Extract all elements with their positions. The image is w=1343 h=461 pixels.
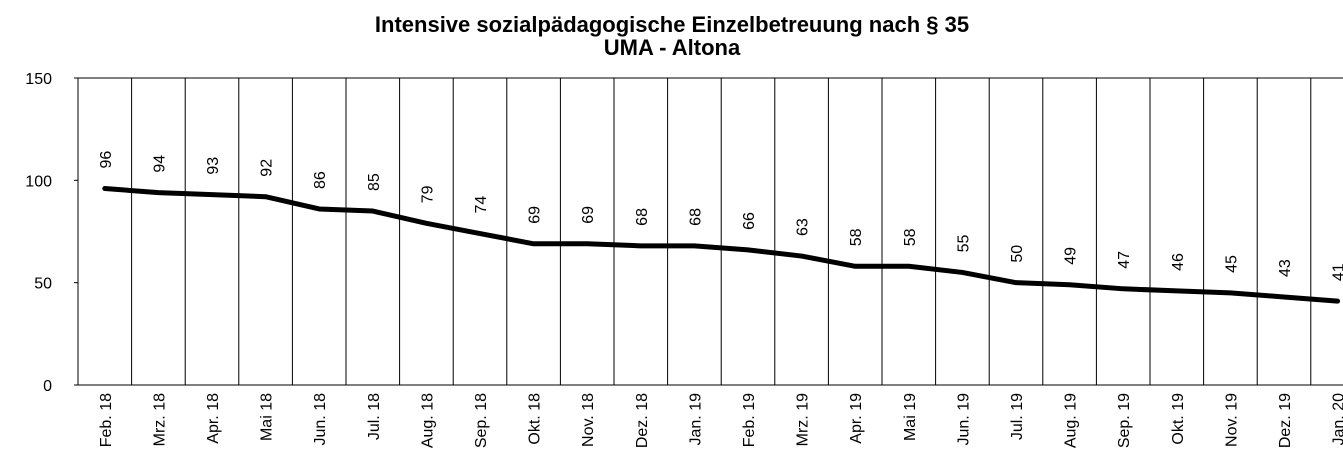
- data-label: 58: [902, 228, 919, 246]
- data-label: 55: [955, 235, 972, 253]
- x-tick-label: Feb. 18: [98, 393, 115, 447]
- data-label: 63: [795, 218, 812, 236]
- x-tick-label: Mrz. 19: [795, 393, 812, 446]
- x-tick-label: Apr. 19: [848, 393, 865, 444]
- data-label: 92: [259, 159, 276, 177]
- x-tick-label: Aug. 19: [1063, 393, 1080, 448]
- data-label: 69: [527, 206, 544, 224]
- data-label: 74: [473, 196, 490, 214]
- x-tick-label: Nov. 19: [1223, 393, 1240, 447]
- chart-title: Intensive sozialpädagogische Einzelbetre…: [375, 12, 969, 37]
- data-label: 68: [634, 208, 651, 226]
- x-tick-label: Jul. 18: [366, 393, 383, 440]
- x-tick-label: Mrz. 18: [151, 393, 168, 446]
- x-tick-label: Sep. 18: [473, 393, 490, 448]
- x-tick-label: Feb. 19: [741, 393, 758, 447]
- x-tick-label: Dez. 19: [1277, 393, 1294, 448]
- data-label: 93: [205, 157, 222, 175]
- chart-subtitle: UMA - Altona: [604, 35, 741, 60]
- x-tick-label: Jun. 18: [312, 393, 329, 446]
- x-tick-label: Okt. 18: [527, 393, 544, 445]
- x-tick-label: Jan. 19: [687, 393, 704, 446]
- data-label: 86: [312, 171, 329, 189]
- data-label: 50: [1009, 245, 1026, 263]
- data-label: 58: [848, 228, 865, 246]
- data-label: 96: [98, 151, 115, 169]
- y-tick-label: 100: [25, 173, 52, 190]
- y-tick-label: 0: [43, 378, 52, 395]
- y-tick-label: 50: [34, 276, 52, 293]
- data-label: 47: [1116, 251, 1133, 269]
- x-tick-label: Sep. 19: [1116, 393, 1133, 448]
- x-tick-label: Okt. 19: [1170, 393, 1187, 445]
- data-label: 68: [687, 208, 704, 226]
- data-label: 41: [1331, 263, 1343, 281]
- data-label: 45: [1223, 255, 1240, 273]
- x-tick-label: Mai 19: [902, 393, 919, 441]
- data-label: 85: [366, 173, 383, 191]
- x-tick-label: Mai 18: [259, 393, 276, 441]
- y-tick-label: 150: [25, 71, 52, 88]
- data-label: 43: [1277, 259, 1294, 277]
- data-line: [102, 186, 1341, 304]
- data-label: 66: [741, 212, 758, 230]
- x-tick-label: Dez. 18: [634, 393, 651, 448]
- data-label: 94: [151, 155, 168, 173]
- x-tick-label: Aug. 18: [419, 393, 436, 448]
- x-tick-label: Jul. 19: [1009, 393, 1026, 440]
- data-label: 79: [419, 185, 436, 203]
- data-label: 49: [1063, 247, 1080, 265]
- data-label: 46: [1170, 253, 1187, 271]
- x-tick-label: Jan. 20: [1331, 393, 1343, 446]
- x-tick-label: Jun. 19: [955, 393, 972, 446]
- x-tick-label: Apr. 18: [205, 393, 222, 444]
- x-tick-label: Nov. 18: [580, 393, 597, 447]
- data-label: 69: [580, 206, 597, 224]
